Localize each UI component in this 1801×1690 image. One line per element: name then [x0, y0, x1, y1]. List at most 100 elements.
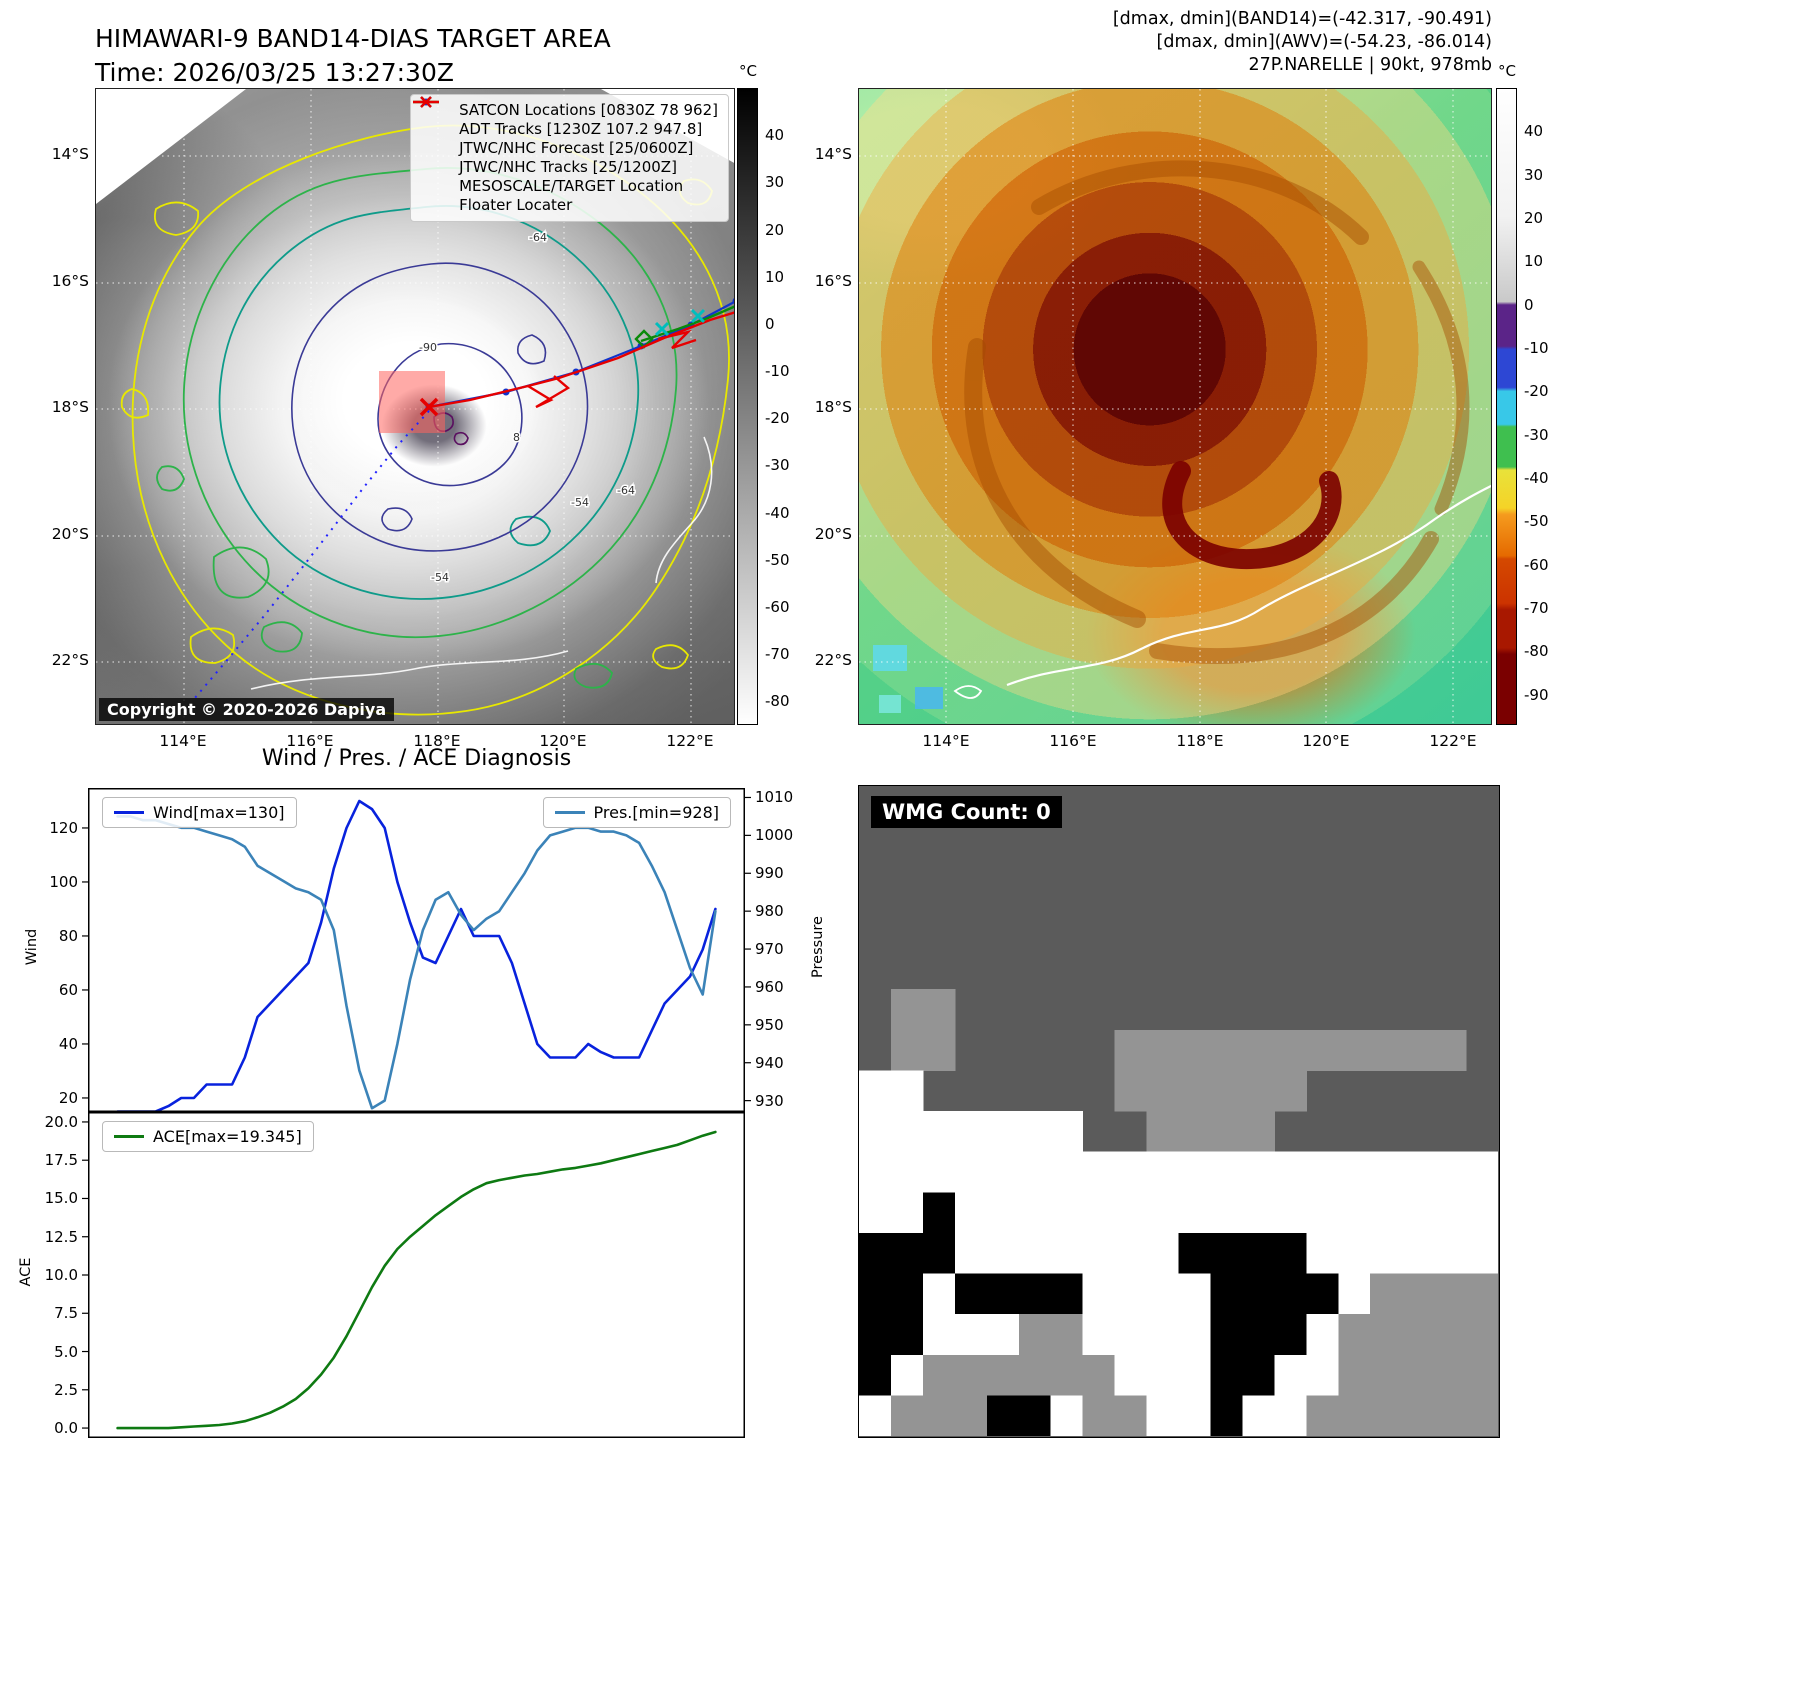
wmg-cell: [954, 1151, 988, 1193]
wmg-cell: [1146, 1029, 1179, 1071]
ace-left-tick-label: 5.0: [54, 1342, 78, 1361]
wmg-cell: [1082, 1273, 1116, 1315]
wmg-cell: [1018, 1354, 1052, 1396]
wmg-cell: [1466, 1395, 1499, 1437]
wmg-cell: [1178, 1232, 1211, 1275]
tr-gridlines: [859, 89, 1491, 724]
wmg-cell: [1274, 1314, 1307, 1356]
wmg-cell: [1146, 1111, 1179, 1153]
wmg-cell: [1306, 1273, 1339, 1315]
legend-line-sample: [114, 1135, 144, 1138]
ace-left-tick-label: 2.5: [54, 1380, 78, 1399]
wmg-cell: [890, 1070, 924, 1112]
colorbar-tick-label: 40: [1524, 122, 1544, 141]
colorbar-tick-label: -10: [765, 362, 790, 381]
wmg-cell: [954, 1192, 988, 1234]
wmg-cell: [890, 1354, 924, 1396]
wmg-cell: [1338, 1354, 1371, 1396]
wmg-cell: [922, 1151, 956, 1193]
wmg-cell: [1050, 1354, 1084, 1396]
legend-marker-line-icon: [413, 100, 451, 137]
wmg-cell: [1242, 1314, 1275, 1356]
colorbar-tick-label: -70: [765, 645, 790, 664]
wmg-cell: [1018, 1151, 1052, 1193]
legend-item: JTWC/NHC Forecast [25/0600Z]: [413, 101, 718, 158]
wmg-cell: [922, 989, 956, 1031]
tr-map-overlay: [859, 89, 1491, 724]
wmg-cell: [890, 989, 924, 1031]
wmg-cell: [1370, 1314, 1403, 1356]
wmg-cell: [1306, 1314, 1339, 1356]
wmg-cell: [954, 1273, 988, 1315]
ace-left-tick-label: 15.0: [44, 1189, 78, 1208]
colorbar-tick-label: -60: [765, 598, 790, 617]
wind_pressure-series-1: [116, 815, 717, 1110]
wmg-cell: [859, 1354, 892, 1396]
wmg-cell: [1434, 1232, 1467, 1275]
colorbar-tick-label: 10: [1524, 252, 1544, 271]
wmg-cell: [1018, 1273, 1052, 1315]
coastline: [250, 436, 713, 690]
wmg-cell: [1434, 1151, 1467, 1193]
tl-title-block: HIMAWARI-9 BAND14-DIAS TARGET AREA Time:…: [95, 22, 611, 90]
chart-legend-label: Pres.[min=928]: [593, 803, 719, 822]
wmg-cell: [1114, 1273, 1148, 1315]
wmg-cell: [1018, 1395, 1052, 1437]
wmg-cell: [859, 1314, 892, 1356]
wmg-cell: [1146, 1354, 1179, 1396]
wmg-cell: [1178, 1273, 1211, 1315]
spiral-bands: [964, 160, 1470, 665]
wmg-cell: [1050, 1151, 1084, 1193]
wmg-cell: [1242, 1192, 1275, 1234]
no-data-wedge: [96, 89, 246, 204]
wmg-cell: [1370, 1192, 1403, 1234]
copyright-label: Copyright © 2020-2026 Dapiya: [99, 698, 395, 721]
wmg-cell: [1402, 1192, 1435, 1234]
wind_pressure-right-tick-label: 1000: [755, 826, 794, 845]
ace-frame: [88, 1112, 745, 1438]
colorbar-tick-label: -50: [765, 550, 790, 569]
contour-label: -54: [431, 571, 449, 584]
wmg-cell: [1018, 1111, 1052, 1153]
wmg-cell: [890, 1029, 924, 1071]
wmg-cell: [1402, 1273, 1435, 1315]
wmg-cell: [1146, 1314, 1179, 1356]
ace-left-tick-label: 7.5: [54, 1304, 78, 1323]
colorbar-tick-label: -20: [1524, 382, 1549, 401]
wmg-cell: [859, 1192, 892, 1234]
wmg-cell: [1306, 1395, 1339, 1437]
ace-legend-0: ACE[max=19.345]: [102, 1121, 314, 1152]
tr-lon-tick-label: 122°E: [1429, 732, 1477, 750]
wmg-cell: [1146, 1192, 1179, 1234]
tr-lon-tick-label: 120°E: [1302, 732, 1350, 750]
wmg-cell: [1018, 1314, 1052, 1356]
wmg-cell: [1050, 1273, 1084, 1315]
contour-green: [156, 167, 678, 689]
wmg-cell: [1274, 1192, 1307, 1234]
wmg-cell: [922, 1273, 956, 1315]
legend-item-label: Floater Locater: [459, 196, 573, 214]
wmg-cell: [1210, 1395, 1243, 1437]
wmg-cell: [1018, 1232, 1052, 1275]
wmg-cell: [1082, 1354, 1116, 1396]
tl-lon-tick-label: 118°E: [413, 732, 461, 750]
tl-lon-tick-label: 114°E: [159, 732, 207, 750]
colorbar-tick-label: 30: [1524, 165, 1544, 184]
wmg-cell: [922, 1232, 956, 1275]
wmg-cell: [986, 1232, 1020, 1275]
wmg-cell: [1402, 1314, 1435, 1356]
colorbar-tick-label: -80: [765, 692, 790, 711]
wmg-cell: [1434, 1354, 1467, 1396]
wmg-cell: [986, 1395, 1020, 1437]
wmg-cell: [859, 1395, 892, 1437]
tr-lon-tick-label: 114°E: [922, 732, 970, 750]
wmg-cell: [1434, 1192, 1467, 1234]
wmg-cell: [986, 1192, 1020, 1234]
ace-left-tick-label: 0.0: [54, 1419, 78, 1438]
wmg-cell: [1274, 1070, 1307, 1112]
contour-label: -64: [529, 231, 547, 244]
wmg-cell: [1114, 1314, 1148, 1356]
mesoscale-target-marker: [419, 397, 439, 417]
wmg-cell: [1242, 1111, 1275, 1153]
wind_pressure-left-tick-label: 120: [49, 818, 78, 837]
